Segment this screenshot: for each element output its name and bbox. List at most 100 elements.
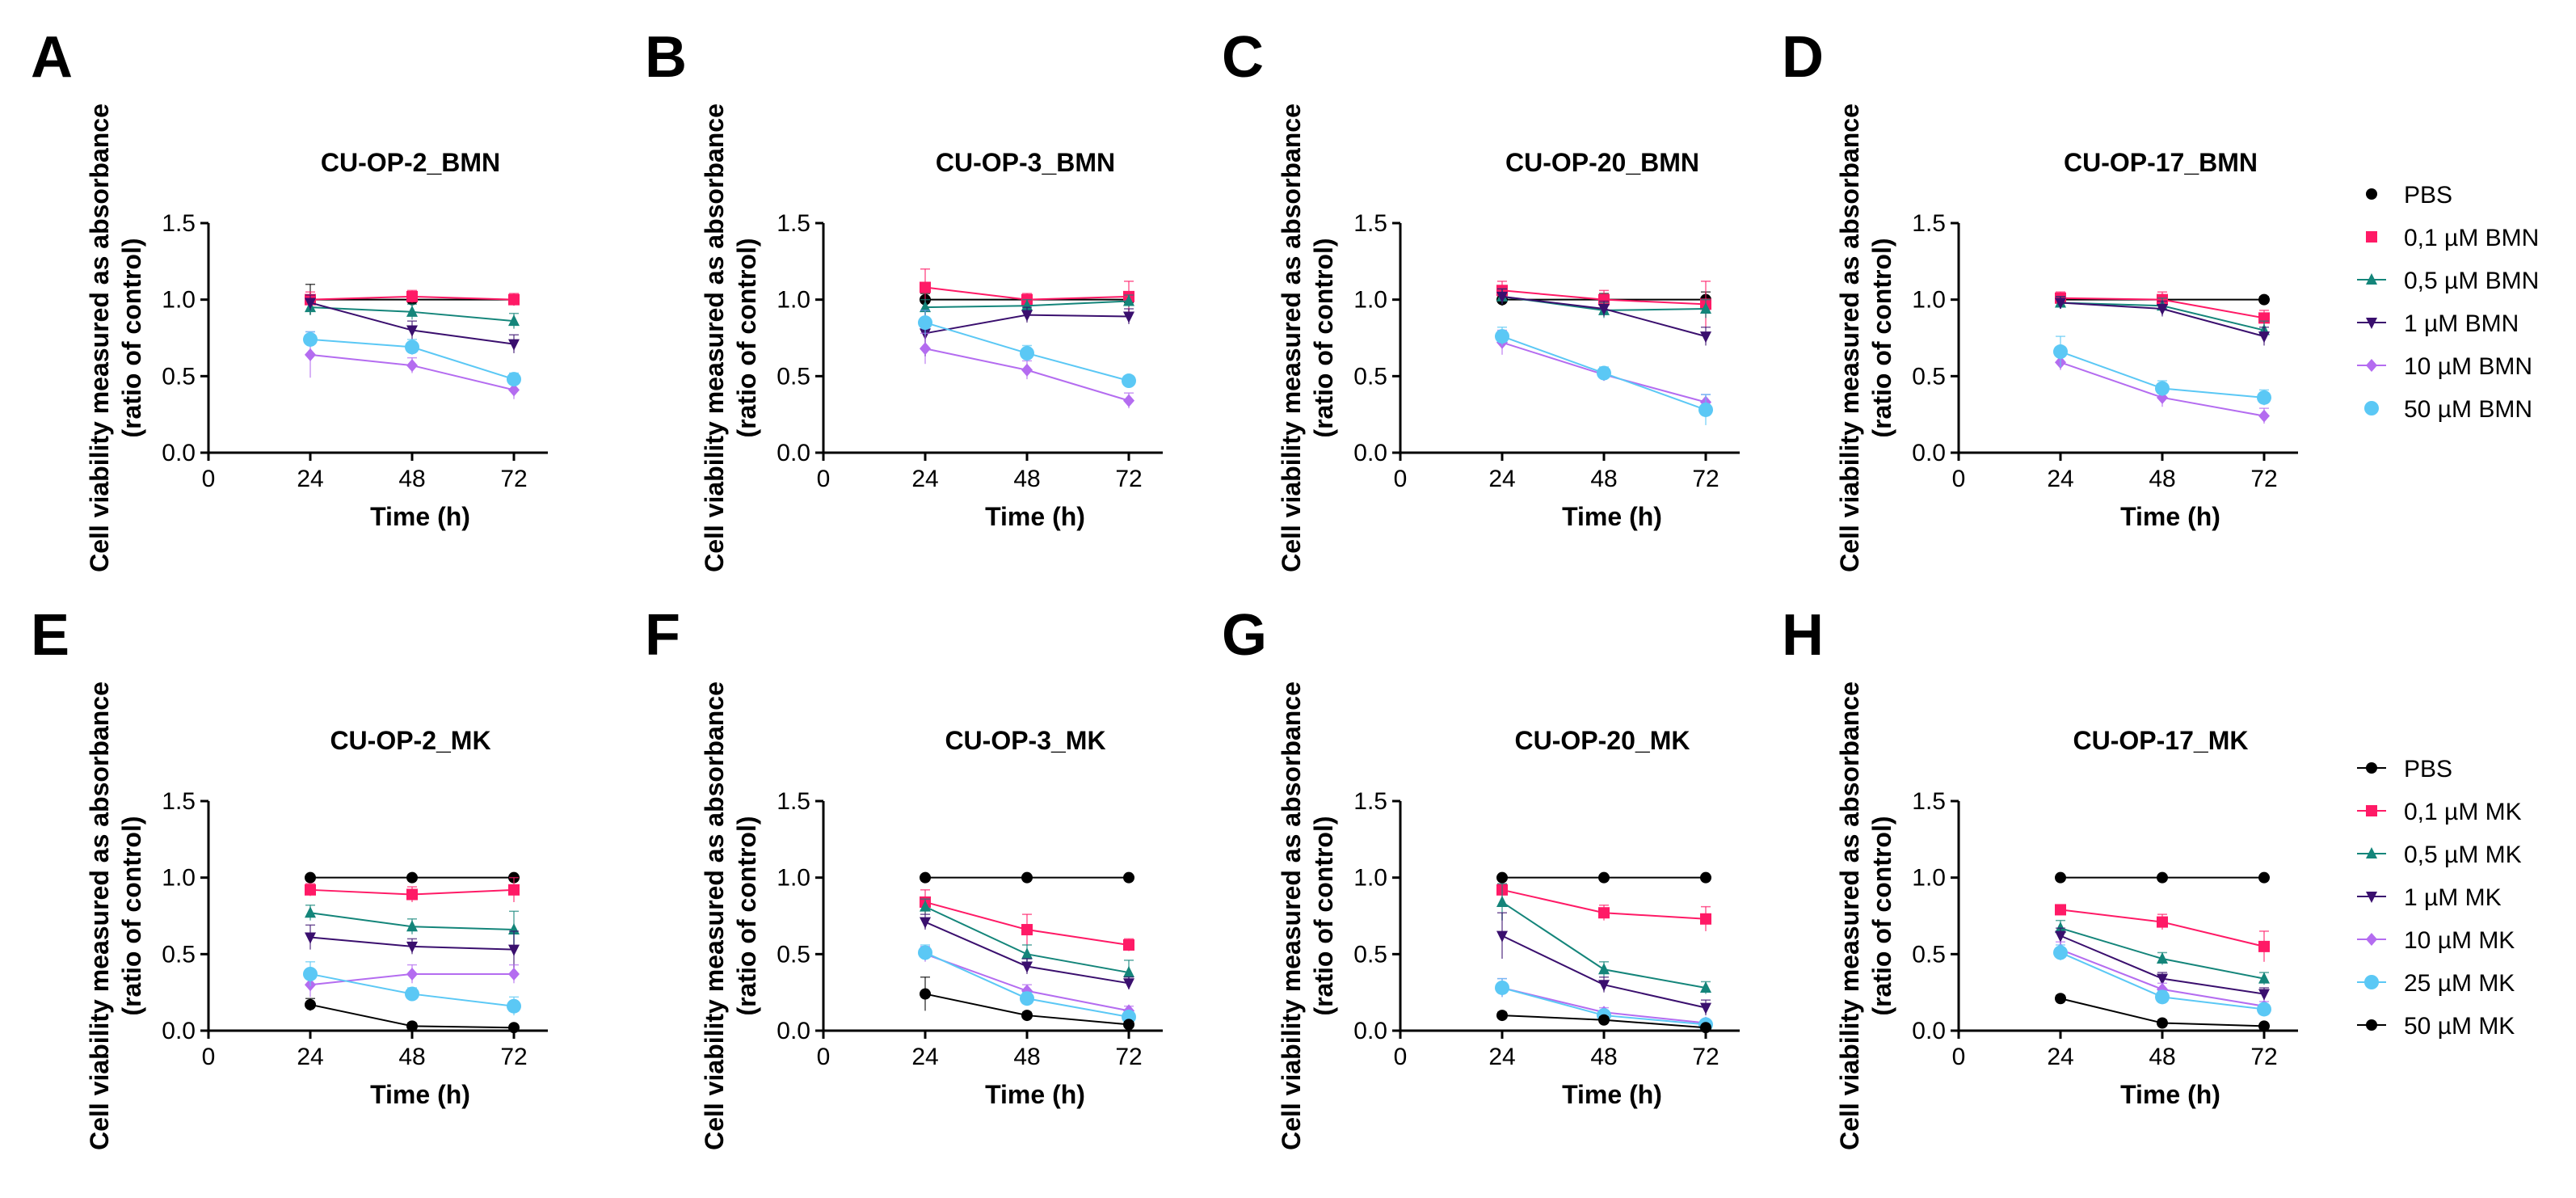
x-tick-label: 24: [911, 466, 938, 492]
data-point: [2055, 993, 2066, 1005]
panel-c: C CU-OP-20_BMN 0.0 0.5 1.0 1.5 0 24 48 72 Time (h)…: [1222, 25, 1740, 572]
legend-entry: 0,5 µM MK: [2357, 842, 2522, 868]
series-0-5-m-mk: [1496, 883, 1711, 994]
data-point: [920, 871, 931, 884]
y-axis-title: Cell viability measured as absorbance: [700, 681, 729, 1150]
data-point: [2055, 297, 2066, 310]
data-point: [918, 315, 932, 331]
x-tick-label: 72: [2250, 1044, 2277, 1070]
legend-entry: 1 µM MK: [2357, 884, 2502, 911]
data-point: [507, 372, 521, 387]
data-point: [2258, 331, 2270, 344]
legend-marker: [2364, 401, 2379, 416]
legend-entry: 0,1 µM BMN: [2366, 225, 2539, 251]
data-point: [305, 871, 316, 884]
data-point: [2257, 1002, 2271, 1017]
series-0-5-m-mk: [2055, 919, 2270, 985]
data-point: [406, 359, 418, 373]
data-point: [1123, 1019, 1134, 1031]
legend-marker: [2364, 975, 2379, 989]
data-point: [2155, 381, 2170, 396]
series-50-m-bmn: [303, 331, 521, 387]
y-tick-label: 1.0: [1912, 287, 1946, 314]
legend-label: 0,1 µM MK: [2404, 799, 2522, 825]
x-axis-title: Time (h): [1562, 502, 1662, 531]
y-tick-label: 1.0: [777, 865, 810, 892]
data-point: [1020, 991, 1034, 1006]
panel-title: CU-OP-20_BMN: [1505, 148, 1699, 177]
y-tick-label: 1.5: [1912, 210, 1946, 237]
data-point: [2258, 972, 2270, 984]
legend-entry: 1 µM BMN: [2357, 310, 2519, 337]
y-tick-label: 1.0: [1912, 865, 1946, 892]
legend-label: 0,5 µM MK: [2404, 842, 2522, 868]
legend-entry: 50 µM MK: [2357, 1013, 2515, 1040]
data-point: [1123, 311, 1134, 323]
data-point: [1495, 329, 1509, 344]
y-tick-label: 0.5: [777, 941, 810, 968]
legend-entry: 10 µM MK: [2357, 927, 2515, 954]
data-point: [305, 906, 316, 918]
y-axis-title: Cell viability measured as absorbance: [1277, 103, 1306, 572]
legend-entry: 50 µM BMN: [2364, 396, 2532, 423]
y-tick-label: 1.0: [1353, 287, 1387, 314]
x-tick-label: 0: [1394, 466, 1408, 492]
legend-label: 10 µM MK: [2404, 927, 2515, 954]
data-point: [1700, 1002, 1711, 1015]
data-point: [1598, 1014, 1610, 1026]
legend-entry: 0,5 µM BMN: [2357, 268, 2539, 294]
data-point: [508, 339, 520, 351]
legend-entry: 25 µM MK: [2357, 970, 2515, 997]
series-0-1-m-mk: [2055, 904, 2270, 962]
data-point: [918, 945, 932, 960]
panel-letter: D: [1782, 25, 1824, 90]
y-tick-label: 0.0: [1353, 440, 1387, 466]
data-point: [1496, 871, 1508, 884]
y-tick-label: 0.0: [1353, 1018, 1387, 1044]
x-tick-label: 48: [2149, 466, 2175, 492]
data-point: [1700, 1022, 1711, 1034]
data-point: [1123, 394, 1134, 407]
data-point: [2157, 304, 2168, 316]
y-axis-title: Cell viability measured as absorbance: [1835, 681, 1864, 1150]
data-point: [1698, 402, 1713, 417]
y-tick-label: 1.5: [1353, 210, 1387, 237]
panel-letter: G: [1222, 603, 1267, 668]
x-tick-label: 24: [2047, 466, 2073, 492]
panel-title: CU-OP-17_MK: [2073, 726, 2249, 755]
data-point: [2053, 344, 2068, 360]
x-tick-label: 24: [911, 1044, 938, 1070]
data-point: [508, 293, 520, 306]
x-tick-label: 48: [1013, 1044, 1040, 1070]
panel-letter: E: [31, 603, 69, 668]
x-tick-label: 48: [1590, 1044, 1617, 1070]
x-tick-label: 0: [817, 1044, 831, 1070]
x-tick-label: 48: [398, 1044, 425, 1070]
series-0-5-m-mk: [920, 898, 1134, 985]
data-point: [406, 1020, 418, 1032]
y-axis-subtitle: (ratio of control): [1309, 238, 1338, 437]
x-tick-label: 72: [1115, 1044, 1142, 1070]
x-tick-label: 72: [500, 466, 527, 492]
legend-marker: [2366, 805, 2377, 816]
panel-title: CU-OP-20_MK: [1515, 726, 1690, 755]
data-point: [1598, 304, 1610, 316]
y-tick-label: 1.5: [162, 788, 196, 815]
data-point: [508, 967, 520, 981]
legend-entry: 0,1 µM MK: [2357, 799, 2522, 825]
data-point: [920, 917, 931, 929]
panel-b: B CU-OP-3_BMN 0.0 0.5 1.0 1.5 0 24 48 72 Time (h) C…: [645, 25, 1163, 572]
x-tick-label: 0: [817, 466, 831, 492]
x-tick-label: 72: [500, 1044, 527, 1070]
panel-g: G CU-OP-20_MK 0.0 0.5 1.0 1.5 0 24 48 72 Time (h) C…: [1222, 603, 1740, 1150]
x-tick-label: 0: [1394, 1044, 1408, 1070]
data-point: [1496, 895, 1508, 907]
series-1-m-mk: [305, 924, 520, 968]
series-0-1-m-mk: [920, 889, 1134, 951]
y-tick-label: 1.5: [1353, 788, 1387, 815]
data-point: [1597, 365, 1611, 381]
x-tick-label: 48: [1590, 466, 1617, 492]
data-point: [1021, 1010, 1033, 1022]
series-50-m-bmn: [1495, 326, 1713, 425]
data-point: [2258, 871, 2270, 884]
